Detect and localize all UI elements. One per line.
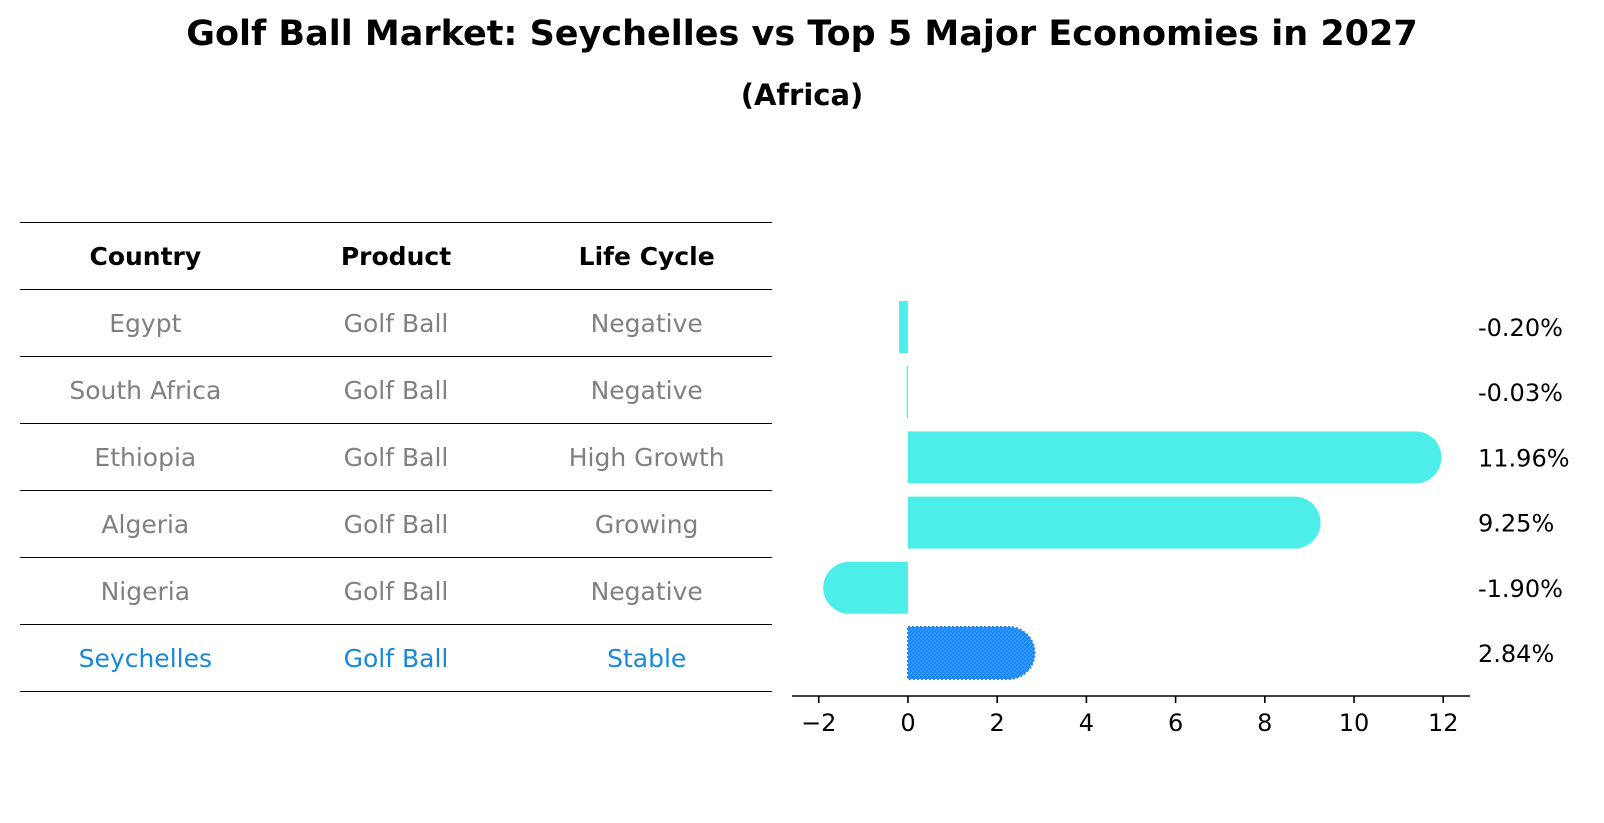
- table-header-row: Country Product Life Cycle: [20, 222, 772, 289]
- cell-life-cycle: High Growth: [568, 442, 725, 472]
- table-row-highlight: Seychelles Golf Ball Stable: [20, 624, 772, 692]
- cell-country: Algeria: [101, 509, 190, 539]
- cell-country: South Africa: [69, 375, 222, 405]
- table-row: South Africa Golf Ball Negative: [20, 356, 772, 423]
- cell-product: Golf Ball: [343, 643, 449, 673]
- value-label: 11.96%: [1478, 444, 1570, 472]
- x-tick-label: 4: [1079, 709, 1094, 737]
- cell-product: Golf Ball: [343, 509, 449, 539]
- x-tick-label: 12: [1428, 709, 1459, 737]
- value-label: 2.84%: [1478, 640, 1554, 668]
- x-tick-label: 0: [900, 709, 915, 737]
- value-label: -0.20%: [1478, 314, 1563, 342]
- chart-title: Golf Ball Market: Seychelles vs Top 5 Ma…: [186, 14, 1418, 54]
- x-tick-label: 6: [1168, 709, 1183, 737]
- table-row: Egypt Golf Ball Negative: [20, 289, 772, 356]
- cell-product: Golf Ball: [343, 442, 449, 472]
- cell-life-cycle: Growing: [594, 509, 699, 539]
- value-label: 9.25%: [1478, 510, 1554, 538]
- bar-ethiopia: [907, 431, 1442, 484]
- x-tick-label: −2: [801, 709, 836, 737]
- bar-nigeria: [823, 561, 908, 614]
- cell-country: Ethiopia: [94, 442, 197, 472]
- bar-egypt: [899, 301, 908, 353]
- cell-product: Golf Ball: [343, 308, 449, 338]
- value-label: -0.03%: [1478, 379, 1563, 407]
- value-label: -1.90%: [1478, 575, 1563, 603]
- cell-product: Golf Ball: [343, 375, 449, 405]
- header-country: Country: [89, 241, 202, 271]
- x-tick-label: 10: [1339, 709, 1370, 737]
- table-row: Nigeria Golf Ball Negative: [20, 557, 772, 624]
- cell-life-cycle: Negative: [590, 375, 703, 405]
- bar-algeria: [907, 496, 1321, 549]
- cell-country: Nigeria: [100, 576, 191, 606]
- table-row: Ethiopia Golf Ball High Growth: [20, 423, 772, 490]
- x-tick-label: 8: [1257, 709, 1272, 737]
- bar-south-africa: [906, 366, 908, 419]
- cell-life-cycle: Negative: [590, 308, 703, 338]
- cell-life-cycle: Stable: [607, 643, 687, 673]
- cell-product: Golf Ball: [343, 576, 449, 606]
- header-life-cycle: Life Cycle: [578, 241, 715, 271]
- cell-life-cycle: Negative: [590, 576, 703, 606]
- chart-subtitle: (Africa): [740, 78, 864, 112]
- market-table: Country Product Life Cycle Egypt Golf Ba…: [20, 222, 772, 692]
- cell-country: Egypt: [109, 308, 182, 338]
- cell-country: Seychelles: [78, 643, 212, 673]
- table-row: Algeria Golf Ball Growing: [20, 490, 772, 557]
- x-tick-label: 2: [990, 709, 1005, 737]
- bar-seychelles: [906, 626, 1036, 680]
- header-product: Product: [340, 241, 452, 271]
